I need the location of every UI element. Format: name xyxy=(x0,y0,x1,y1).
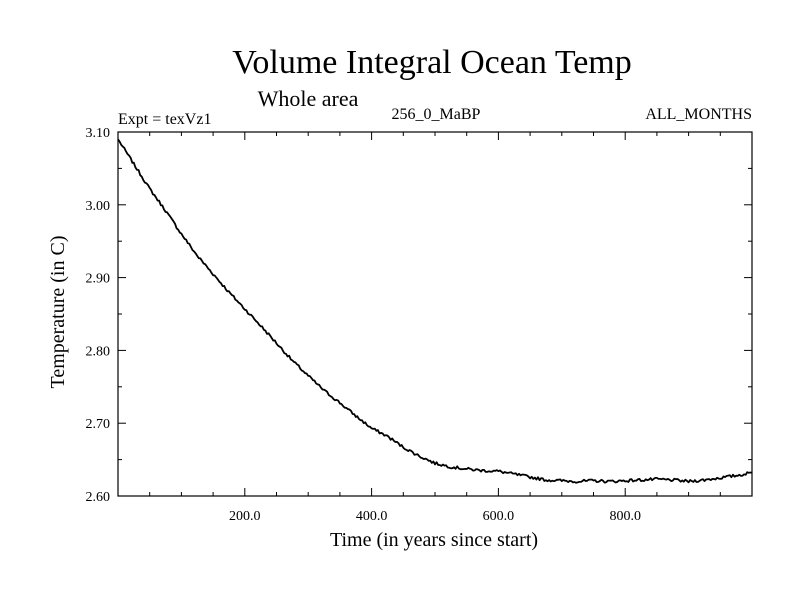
chart-subtitle: Whole area xyxy=(258,86,359,111)
y-axis-label: Temperature (in C) xyxy=(47,236,69,389)
y-tick-label: 2.90 xyxy=(86,272,111,287)
y-axis-ticks xyxy=(118,167,752,461)
x-tick-label: 600.0 xyxy=(483,509,515,524)
x-tick-label: 800.0 xyxy=(609,509,641,524)
plot-frame xyxy=(117,131,753,497)
x-tick-label: 400.0 xyxy=(356,509,388,524)
period-label: 256_0_MaBP xyxy=(392,106,481,123)
x-axis-label: Time (in years since start) xyxy=(330,529,538,551)
chart-title: Volume Integral Ocean Temp xyxy=(232,44,632,81)
months-label: ALL_MONTHS xyxy=(645,106,752,123)
y-tick-label: 2.60 xyxy=(86,490,111,505)
series-line-texVz1 xyxy=(117,138,753,484)
y-tick-label: 2.70 xyxy=(86,417,111,432)
y-tick-label: 3.10 xyxy=(86,126,111,141)
x-axis-tick-labels: 200.0 400.0 600.0 800.0 xyxy=(229,509,641,524)
y-tick-label: 3.00 xyxy=(86,199,111,214)
x-tick-label: 200.0 xyxy=(229,509,261,524)
y-axis-tick-labels: 2.60 2.70 2.80 2.90 3.00 3.10 xyxy=(86,126,111,505)
x-axis-ticks xyxy=(149,132,721,496)
y-tick-label: 2.80 xyxy=(86,344,111,359)
experiment-label: Expt = texVz1 xyxy=(118,111,211,128)
